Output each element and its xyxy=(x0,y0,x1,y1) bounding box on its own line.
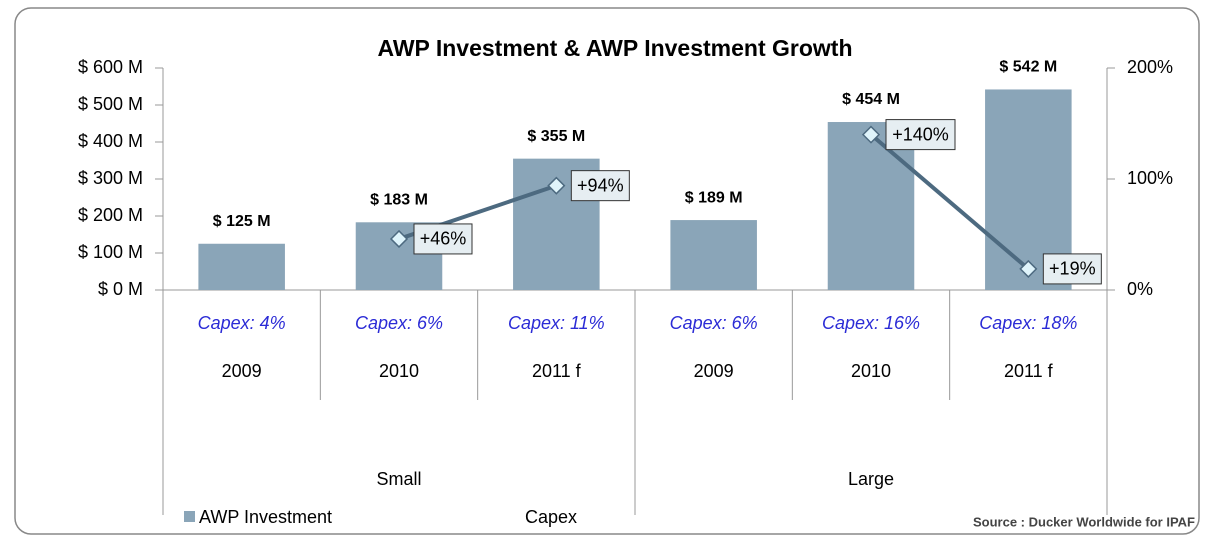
y-tick-label: $ 0 M xyxy=(98,279,143,299)
line-marker xyxy=(861,125,881,144)
group-label: Small xyxy=(376,469,421,489)
bar-value-label: $ 454 M xyxy=(842,91,900,108)
line-label-box xyxy=(413,223,473,255)
bar-value-label: $ 355 M xyxy=(527,128,585,145)
y2-tick-label: 0% xyxy=(1127,279,1153,299)
y-tick-label: $ 300 M xyxy=(78,168,143,188)
line-value-label: +19% xyxy=(1049,259,1096,279)
x-tick-label: 2009 xyxy=(694,361,734,381)
capex-label: Capex: 11% xyxy=(508,313,605,333)
legend-label: AWP Investment xyxy=(199,507,332,527)
x-tick-label: 2009 xyxy=(222,361,262,381)
legend-swatch xyxy=(184,511,195,522)
capex-label: Capex: 6% xyxy=(355,313,443,333)
legend-label: Capex xyxy=(525,507,577,527)
group-label: Large xyxy=(848,469,894,489)
y-tick-label: $ 100 M xyxy=(78,242,143,262)
chart-title: AWP Investment & AWP Investment Growth xyxy=(378,35,853,61)
x-tick-label: 2011 f xyxy=(1004,361,1054,381)
y2-tick-label: 200% xyxy=(1127,57,1173,77)
line-label-box xyxy=(1042,253,1102,285)
y2-tick-label: 100% xyxy=(1127,168,1173,188)
y-tick-label: $ 400 M xyxy=(78,131,143,151)
x-tick-label: 2011 f xyxy=(532,361,582,381)
x-tick-label: 2010 xyxy=(851,361,891,381)
bar-value-label: $ 125 M xyxy=(213,213,271,230)
bar-value-label: $ 542 M xyxy=(999,59,1057,76)
y-tick-label: $ 500 M xyxy=(78,94,143,114)
y-tick-label: $ 200 M xyxy=(78,205,143,225)
line-marker xyxy=(547,176,566,195)
y-tick-label: $ 600 M xyxy=(78,57,143,77)
capex-label: Capex: 4% xyxy=(198,313,286,333)
x-tick-label: 2010 xyxy=(379,361,419,381)
line-value-label: +46% xyxy=(420,229,467,249)
line-label-box xyxy=(885,119,956,151)
source: Source : Ducker Worldwide for IPAF xyxy=(973,514,1195,529)
line-value-label: +140% xyxy=(892,124,949,144)
line-label-box xyxy=(570,170,630,202)
line-marker xyxy=(389,229,409,249)
bar-value-label: $ 183 M xyxy=(370,192,428,209)
capex-label: Capex: 6% xyxy=(670,313,758,333)
bar-value-label: $ 189 M xyxy=(685,189,743,206)
bar xyxy=(198,243,285,290)
line-marker xyxy=(1019,259,1038,278)
line-value-label: +94% xyxy=(577,175,624,195)
capex-label: Capex: 18% xyxy=(979,313,1077,333)
capex-label: Capex: 16% xyxy=(822,313,920,333)
bar xyxy=(670,220,757,290)
